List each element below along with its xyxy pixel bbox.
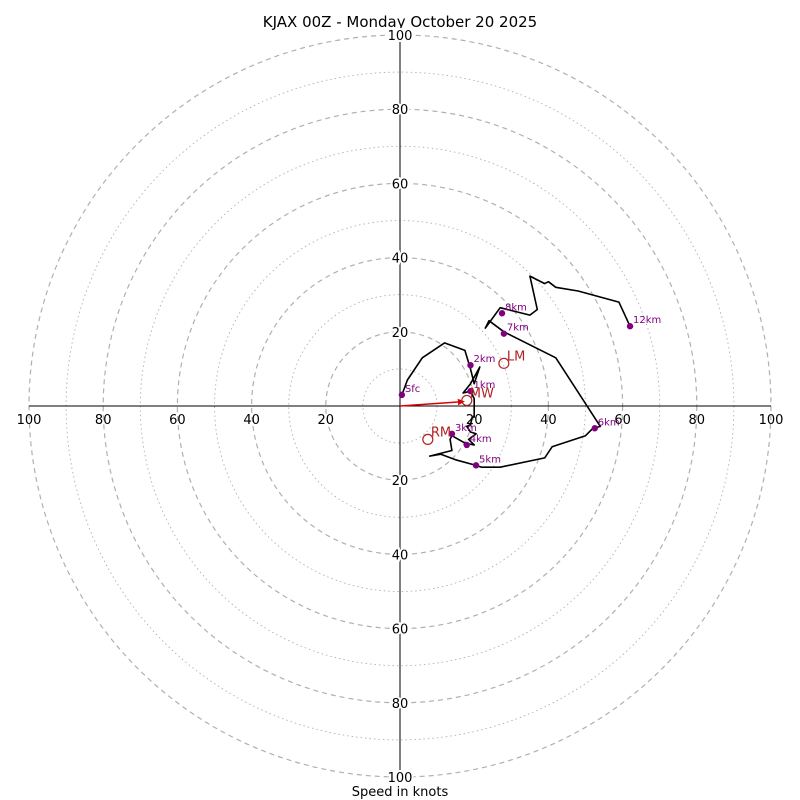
height-marker-8km <box>498 310 506 317</box>
storm-marker-lm <box>498 357 510 369</box>
tick-label-right-60: 60 <box>614 413 631 428</box>
height-label-4km: 4km <box>470 434 492 445</box>
tick-label-bottom-100: 100 <box>388 771 413 786</box>
height-marker-12km <box>626 323 634 330</box>
height-marker-1km <box>467 387 474 395</box>
height-label-12km: 12km <box>633 315 661 326</box>
storm-motion-markers: LM RM MW <box>422 349 525 445</box>
tick-label-left-80: 80 <box>95 413 112 428</box>
height-label-7km: 7km <box>507 323 529 334</box>
tick-label-top-40: 40 <box>392 252 409 267</box>
tick-label-bottom-60: 60 <box>392 623 409 638</box>
tick-label-bottom-80: 80 <box>392 697 409 712</box>
hodograph-trace <box>401 275 631 469</box>
height-label-sfc: Sfc <box>405 384 420 395</box>
storm-marker-mw <box>461 394 473 407</box>
height-marker-sfc <box>398 391 406 399</box>
storm-label-lm: LM <box>507 349 525 364</box>
tick-label-bottom-40: 40 <box>392 548 409 563</box>
tick-label-left-40: 40 <box>243 413 260 428</box>
height-label-3km: 3km <box>455 423 477 434</box>
chart-title: KJAX 00Z - Monday October 20 2025 <box>263 13 537 31</box>
height-marker-4km <box>463 441 470 449</box>
tick-label-right-100: 100 <box>759 413 784 428</box>
tick-label-top-100: 100 <box>388 29 413 44</box>
tick-label-top-20: 20 <box>392 326 409 341</box>
tick-label-bottom-20: 20 <box>392 474 409 489</box>
tick-label-top-60: 60 <box>392 177 409 192</box>
height-label-5km: 5km <box>479 454 501 465</box>
tick-label-right-40: 40 <box>540 413 557 428</box>
storm-marker-rm <box>422 433 434 445</box>
height-label-8km: 8km <box>505 302 527 313</box>
height-label-1km: 1km <box>473 380 495 391</box>
height-label-2km: 2km <box>473 354 495 365</box>
mean-wind-vector <box>399 401 458 407</box>
tick-label-top-80: 80 <box>392 103 409 118</box>
tick-label-right-80: 80 <box>689 413 706 428</box>
height-label-6km: 6km <box>598 417 620 428</box>
tick-label-left-60: 60 <box>169 413 186 428</box>
height-marker-3km <box>448 430 456 438</box>
storm-label-mw: MW <box>470 386 494 401</box>
height-marker-5km <box>472 462 480 469</box>
tick-label-left-20: 20 <box>318 413 335 428</box>
mean-wind-arrowhead <box>457 398 465 406</box>
height-marker-7km <box>500 330 508 337</box>
storm-label-rm: RM <box>431 425 451 440</box>
height-marker-2km <box>467 361 474 369</box>
x-axis-label: Speed in knots <box>352 785 449 800</box>
height-marker-6km <box>591 425 598 432</box>
tick-label-left-100: 100 <box>17 413 42 428</box>
